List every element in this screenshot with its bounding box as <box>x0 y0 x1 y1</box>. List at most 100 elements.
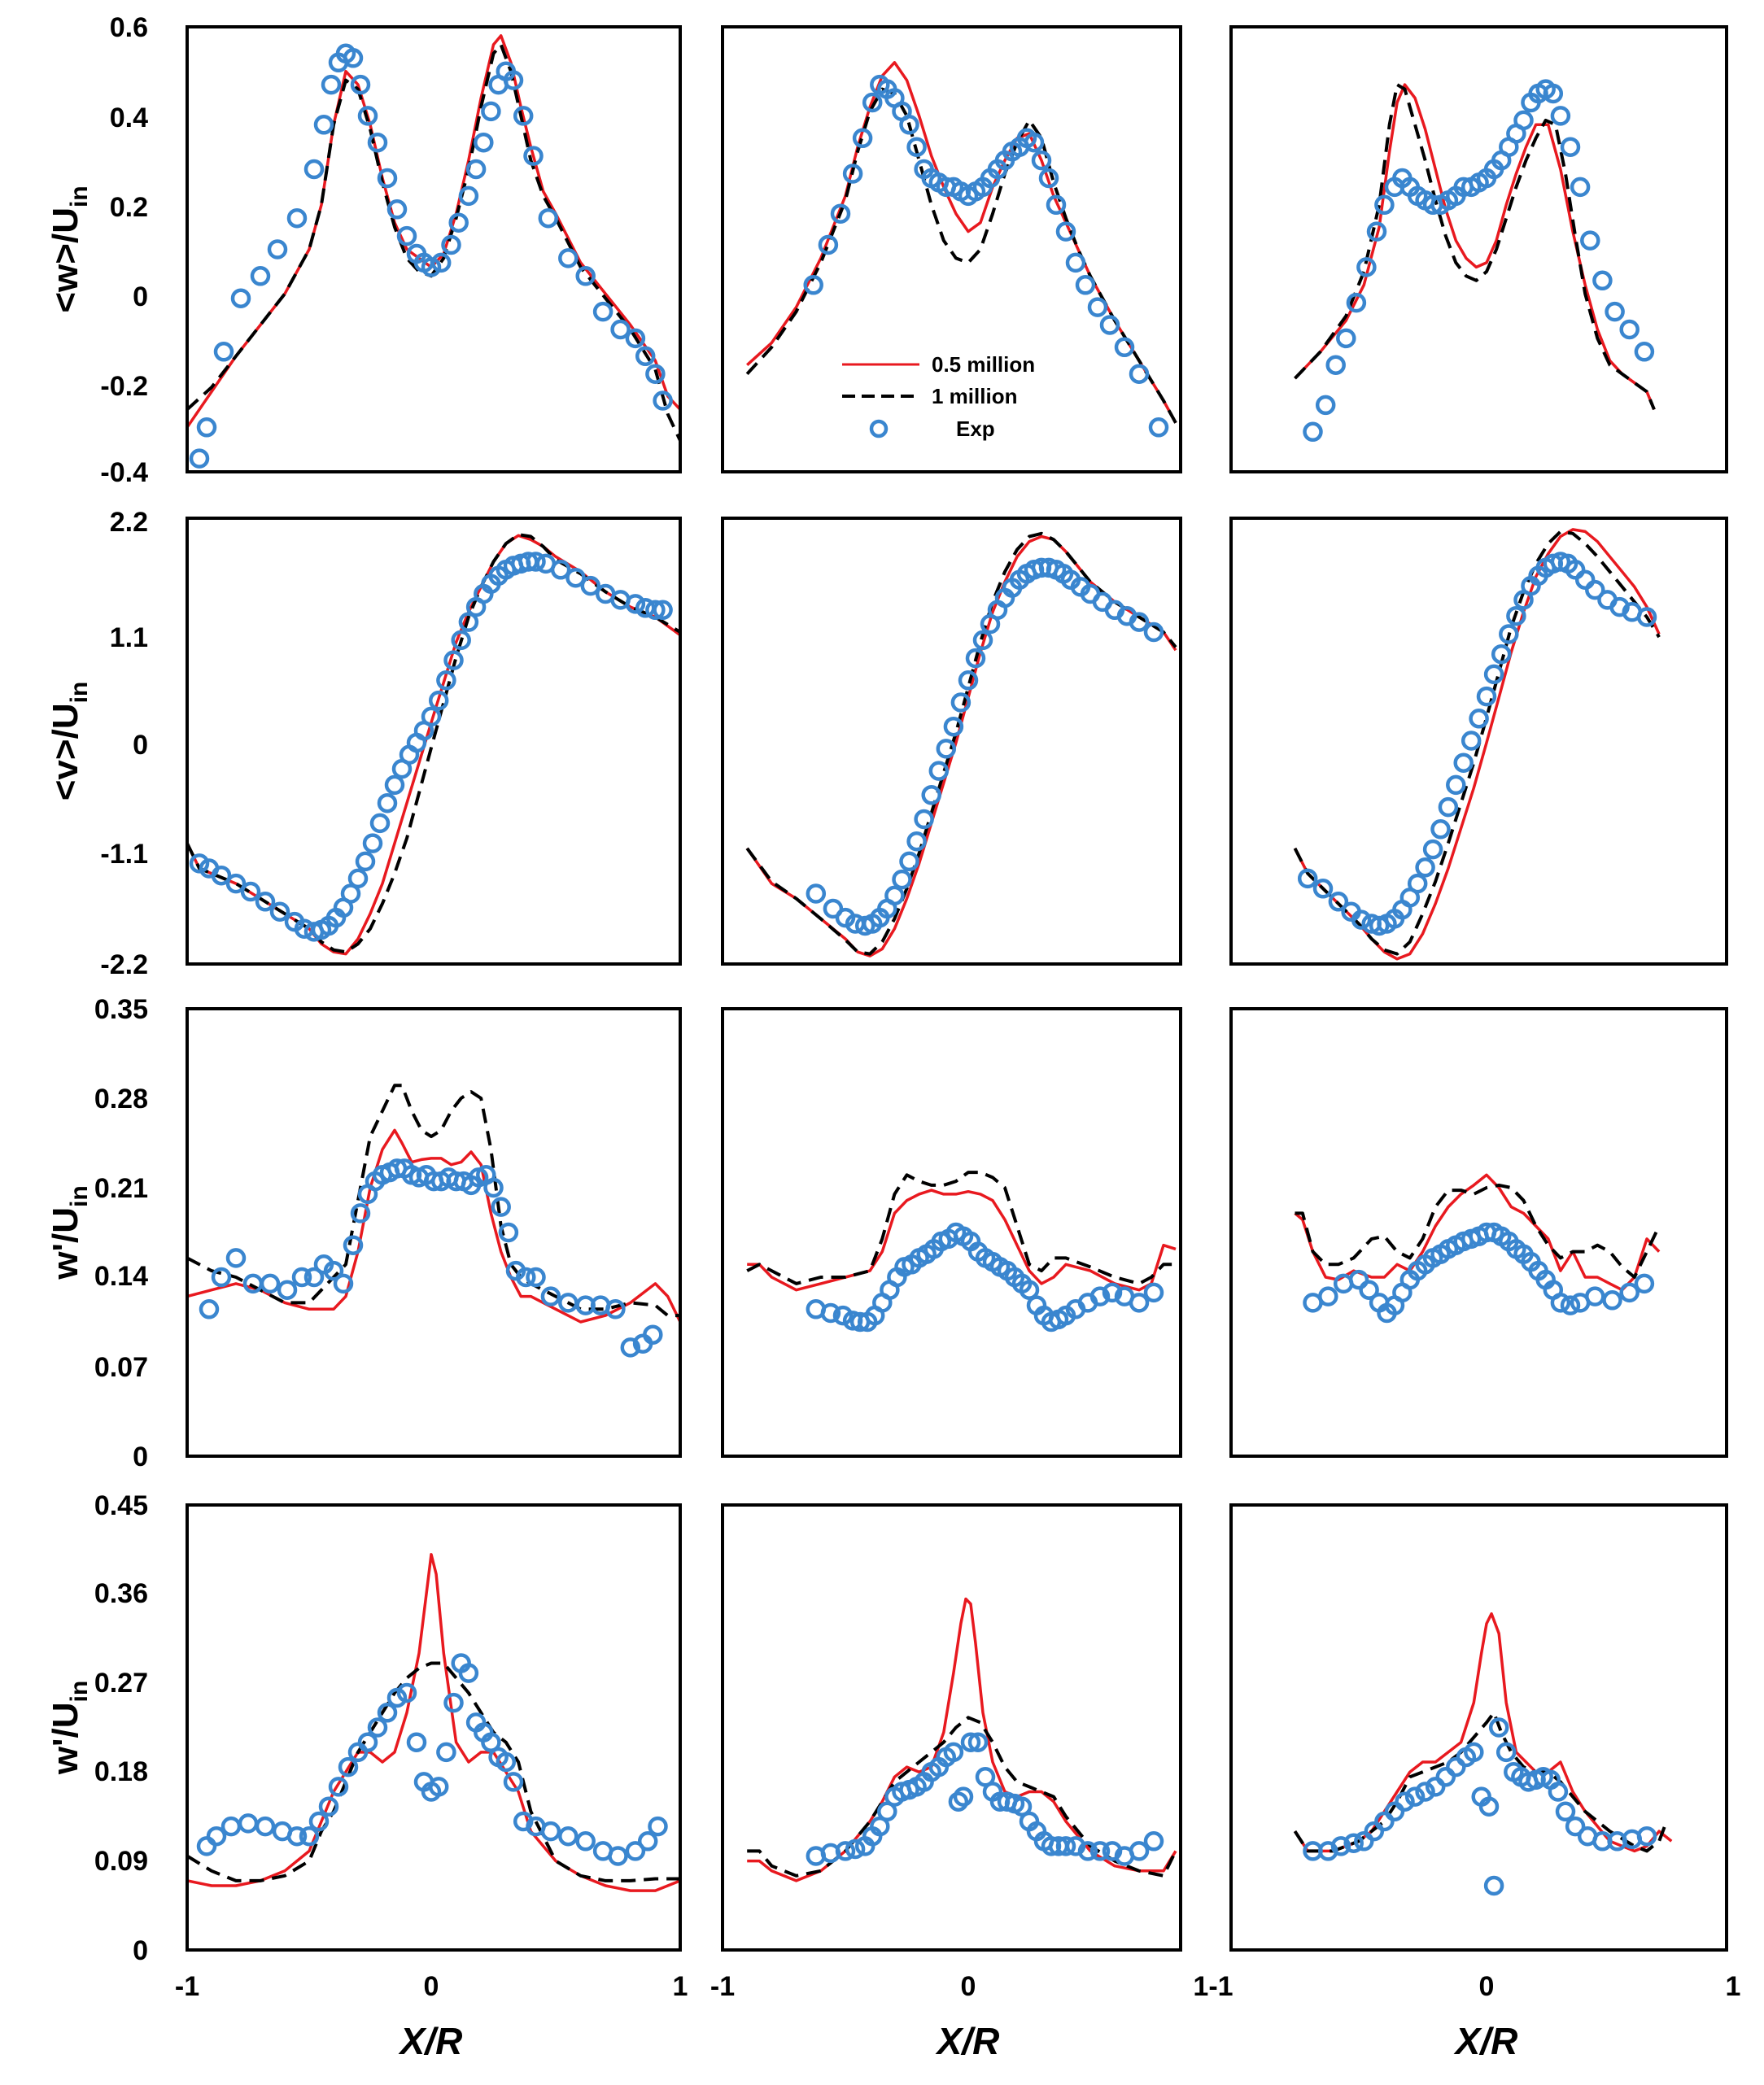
exp-data-point <box>1594 273 1610 289</box>
panel-r3-c0 <box>187 1505 680 1950</box>
exp-data-point <box>916 811 932 827</box>
exp-data-point <box>199 1838 215 1854</box>
panel-frame <box>187 27 680 472</box>
panels-layer <box>187 27 1727 1950</box>
exp-data-point <box>1582 233 1598 249</box>
exp-data-point <box>1456 755 1472 771</box>
y-axis-title: <v>/Uin <box>46 682 93 801</box>
legend-label-1: 1 million <box>932 384 1017 408</box>
exp-data-point <box>1471 710 1487 726</box>
exp-data-point <box>365 835 381 852</box>
exp-data-point <box>1338 330 1354 347</box>
y-tick-label: 0.07 <box>94 1352 148 1383</box>
panel-r2-c1 <box>723 1009 1181 1456</box>
exp-data-point <box>886 888 902 904</box>
series-line-1-million <box>747 534 1176 954</box>
y-tick-label: 0.36 <box>94 1578 148 1609</box>
x-tick-label: 1-1 <box>1193 1971 1233 2002</box>
panel-r1-c0 <box>187 518 680 964</box>
y-tick-label: 0.2 <box>110 192 148 223</box>
exp-data-point <box>408 1734 425 1751</box>
series-line-1-million <box>1295 1712 1667 1851</box>
y-tick-label: 2.2 <box>110 507 148 538</box>
exp-data-point <box>306 161 322 177</box>
exp-data-point <box>1131 366 1147 382</box>
exp-data-point <box>379 795 395 811</box>
x-axis-title: X/R <box>935 2020 1000 2062</box>
x-tick-label: -1 <box>175 1971 199 2002</box>
exp-data-point <box>350 870 366 887</box>
exp-data-point <box>1447 777 1464 793</box>
exp-data-point <box>1146 1833 1162 1849</box>
y-tick-label: 0 <box>133 730 148 761</box>
exp-data-point <box>902 853 918 870</box>
exp-data-point <box>1486 666 1502 683</box>
panel-plot-area <box>187 1085 680 1355</box>
panel-r1-c1 <box>723 518 1181 964</box>
panel-plot-area <box>187 534 680 954</box>
y-axis-title: w'/Uin <box>46 1681 93 1775</box>
y-axis-title-main: <v>/U <box>46 703 85 800</box>
exp-data-point <box>808 886 824 902</box>
exp-data-point <box>650 1818 666 1834</box>
exp-data-point <box>1102 317 1118 334</box>
y-tick-label: 0.14 <box>94 1261 148 1292</box>
axes-layer: 0.60.40.20-0.2-0.4<w>/Uin2.21.10-1.1-2.2… <box>46 12 1740 2062</box>
figure: 0.60.40.20-0.2-0.4<w>/Uin2.21.10-1.1-2.2… <box>0 0 1764 2085</box>
exp-data-point <box>228 1250 244 1266</box>
exp-data-point <box>1447 1759 1464 1775</box>
legend-label-05: 0.5 million <box>932 352 1035 377</box>
exp-data-point <box>446 1695 462 1711</box>
panel-r3-c2 <box>1231 1505 1727 1950</box>
exp-data-point <box>279 1282 295 1298</box>
series-line-0-5-million <box>187 36 680 427</box>
exp-data-point <box>1151 419 1167 435</box>
exp-data-point <box>1486 1878 1502 1894</box>
exp-data-point <box>1572 179 1588 195</box>
y-tick-label: 0 <box>133 1442 148 1472</box>
y-tick-label: 0 <box>133 1935 148 1966</box>
exp-data-point <box>1577 572 1593 588</box>
y-axis-title-sub: in <box>66 1681 93 1703</box>
exp-data-point <box>1131 1294 1147 1311</box>
exp-data-point <box>199 419 215 435</box>
exp-data-point <box>1516 112 1532 129</box>
y-axis-title: w'/Uin <box>46 1185 93 1280</box>
exp-data-point <box>923 787 940 803</box>
series-line-0-5-million <box>187 1130 680 1322</box>
exp-data-point <box>1562 139 1578 155</box>
y-axis-title-main: <w>/U <box>46 207 85 313</box>
exp-data-point <box>1478 688 1495 704</box>
exp-data-point <box>1146 1285 1162 1301</box>
exp-data-point <box>1068 255 1084 271</box>
panel-r2-c0 <box>187 1009 680 1456</box>
y-tick-label: 0 <box>133 281 148 312</box>
exp-data-point <box>1305 424 1321 440</box>
y-tick-label: 0.6 <box>110 12 148 43</box>
panel-plot-area <box>747 1172 1176 1330</box>
panel-r2-c2 <box>1231 1009 1727 1456</box>
x-tick-label: 0 <box>961 1971 976 2002</box>
panel-plot-area <box>1295 81 1655 440</box>
panel-plot-area <box>747 63 1176 436</box>
panel-r1-c2 <box>1231 518 1727 964</box>
exp-data-point <box>357 853 373 870</box>
series-line-0-5-million <box>187 1555 680 1891</box>
exp-data-point <box>438 1744 454 1760</box>
panel-plot-area <box>187 36 680 467</box>
exp-data-point <box>1409 875 1426 892</box>
series-line-1-million <box>1295 531 1660 953</box>
exp-data-point <box>1417 859 1434 875</box>
exp-data-point <box>610 1848 627 1865</box>
series-line-1-million <box>1295 85 1655 409</box>
exp-data-point <box>1498 1744 1514 1760</box>
y-tick-label: 0.35 <box>94 994 148 1025</box>
y-axis-title-main: w'/U <box>46 1207 85 1280</box>
exp-data-point <box>1440 799 1456 815</box>
exp-data-point <box>1425 841 1441 857</box>
y-tick-label: 0.4 <box>110 103 148 133</box>
exp-data-point <box>543 1823 559 1839</box>
series-line-0-5-million <box>1295 85 1655 409</box>
x-tick-label: 1 <box>673 1971 688 2002</box>
exp-data-point <box>1636 343 1653 360</box>
